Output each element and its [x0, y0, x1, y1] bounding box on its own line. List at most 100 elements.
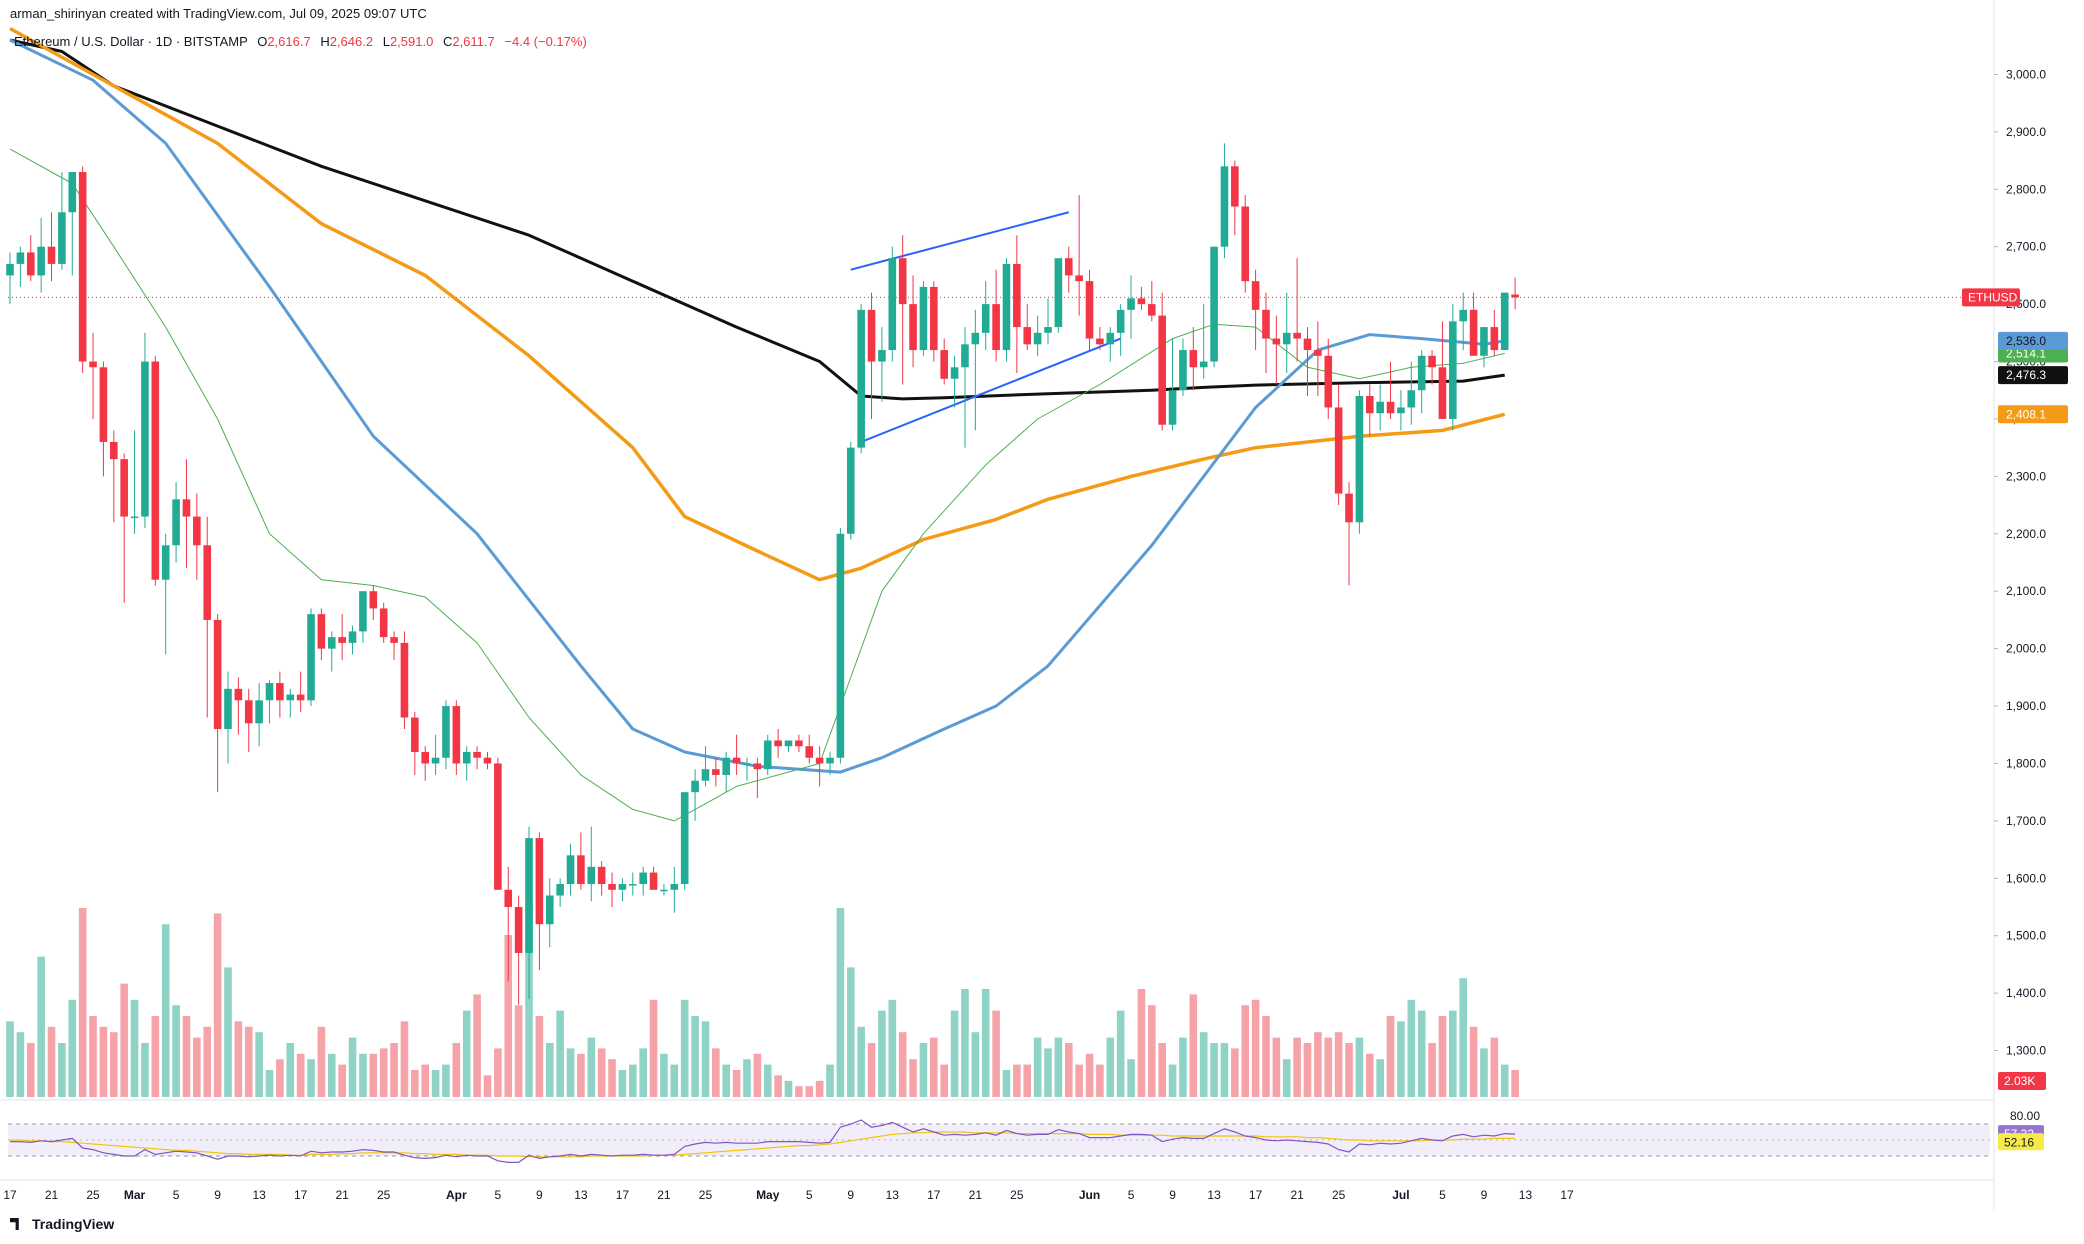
volume-bar [203, 1026, 212, 1097]
y-tick-label: 1,300.0 [2006, 1044, 2046, 1058]
candle-body [701, 769, 710, 781]
ema200-line [9, 38, 1505, 401]
volume-bar [670, 1064, 679, 1097]
volume-bar [1064, 1043, 1073, 1097]
candle-body [1355, 395, 1364, 523]
candle-body [483, 757, 492, 764]
volume-bar [898, 1032, 907, 1097]
candle-body [992, 304, 1000, 351]
candle-body [265, 683, 274, 701]
volume-bar [981, 989, 990, 1097]
x-tick-label: Apr [446, 1188, 467, 1202]
candle-body [525, 838, 533, 953]
volume-bar [193, 1037, 201, 1097]
tradingview-logo-text: TradingView [32, 1216, 115, 1232]
volume-bar [608, 1059, 616, 1097]
candle-body [795, 740, 803, 747]
volume-bar [618, 1070, 627, 1097]
candle-body [1013, 263, 1021, 328]
volume-bar [597, 1048, 606, 1097]
volume-bar [909, 1059, 917, 1097]
volume-bar [846, 967, 855, 1097]
candle-body [1064, 258, 1073, 276]
y-tick-label: 2,700.0 [2006, 240, 2046, 254]
y-tick-label: 1,900.0 [2006, 699, 2046, 713]
candle-body [639, 872, 647, 885]
x-tick-label: Jul [1392, 1188, 1409, 1202]
volume-bar [1490, 1037, 1499, 1097]
volume-bar [805, 1086, 814, 1097]
volume-bar [784, 1080, 793, 1097]
ema100-line [9, 26, 1506, 582]
candle-body [774, 740, 782, 747]
volume-bar [535, 1016, 544, 1097]
change-value: −4.4 (−0.17%) [504, 34, 587, 49]
candle-body [1334, 407, 1343, 494]
candle-body [950, 367, 959, 379]
candle-body [317, 614, 326, 649]
volume-bar [691, 1016, 699, 1097]
candle-body [1158, 315, 1166, 425]
volume-bar [130, 999, 139, 1097]
candle-body [1044, 327, 1052, 333]
candle-body [213, 619, 222, 730]
volume-bar [1085, 1053, 1094, 1097]
candle-body [141, 361, 149, 517]
y-tick-label: 2,300.0 [2006, 469, 2046, 483]
volume-bar [1158, 1043, 1166, 1097]
volume-bar [1002, 1070, 1011, 1097]
volume-bar [878, 1010, 886, 1097]
candle-body [37, 246, 45, 276]
volume-bar [172, 1005, 180, 1097]
candle-body [1210, 246, 1218, 362]
volume-bar [1241, 1005, 1250, 1097]
x-tick-label: 17 [294, 1188, 308, 1202]
x-tick-label: 25 [1010, 1188, 1024, 1202]
volume-bar [1189, 994, 1198, 1097]
volume-bar [89, 1016, 97, 1097]
volume-bar [753, 1053, 762, 1097]
y-tick-label: 3,000.0 [2006, 67, 2046, 81]
candle-body [120, 459, 128, 517]
volume-bar [1417, 1010, 1426, 1097]
ema50-value-tag: 2,536.0 [2006, 334, 2046, 348]
ema200-value-tag-bg [1998, 366, 2068, 385]
candle-body [348, 631, 357, 643]
candle-body [193, 516, 201, 546]
candle-body [1033, 332, 1042, 345]
volume-bar [577, 1053, 585, 1097]
volume-bar [815, 1080, 824, 1097]
volume-bar [587, 1037, 596, 1097]
candle-body [1127, 298, 1135, 310]
volume-bar [58, 1043, 66, 1097]
candle-body [1179, 350, 1187, 391]
candle-body [1241, 206, 1250, 282]
volume-bar [1096, 1064, 1104, 1097]
candle-body [431, 757, 440, 764]
candle-body [867, 309, 876, 362]
volume-bar [795, 1086, 803, 1097]
candle-body [784, 740, 793, 747]
volume-bar [1469, 1026, 1478, 1097]
volume-bar [276, 1059, 284, 1097]
volume-bar [1168, 1064, 1177, 1097]
candle-body [276, 683, 284, 701]
x-tick-label: 17 [1249, 1188, 1263, 1202]
volume-bar [1251, 999, 1260, 1097]
volume-bar [1480, 1048, 1488, 1097]
candle-body [442, 706, 450, 758]
open-value: 2,616.7 [267, 34, 311, 49]
candle-body [1386, 401, 1395, 414]
candle-body [1324, 355, 1333, 408]
x-tick-label: 9 [847, 1188, 854, 1202]
candle-body [234, 688, 243, 701]
ema50-line [9, 38, 1505, 774]
x-tick-label: 13 [252, 1188, 266, 1202]
candle-body [629, 884, 637, 886]
candle-body [504, 889, 513, 908]
candle-body [1262, 309, 1270, 339]
candle-body [151, 361, 160, 580]
candle-body [89, 361, 97, 368]
candle-body [110, 441, 118, 460]
